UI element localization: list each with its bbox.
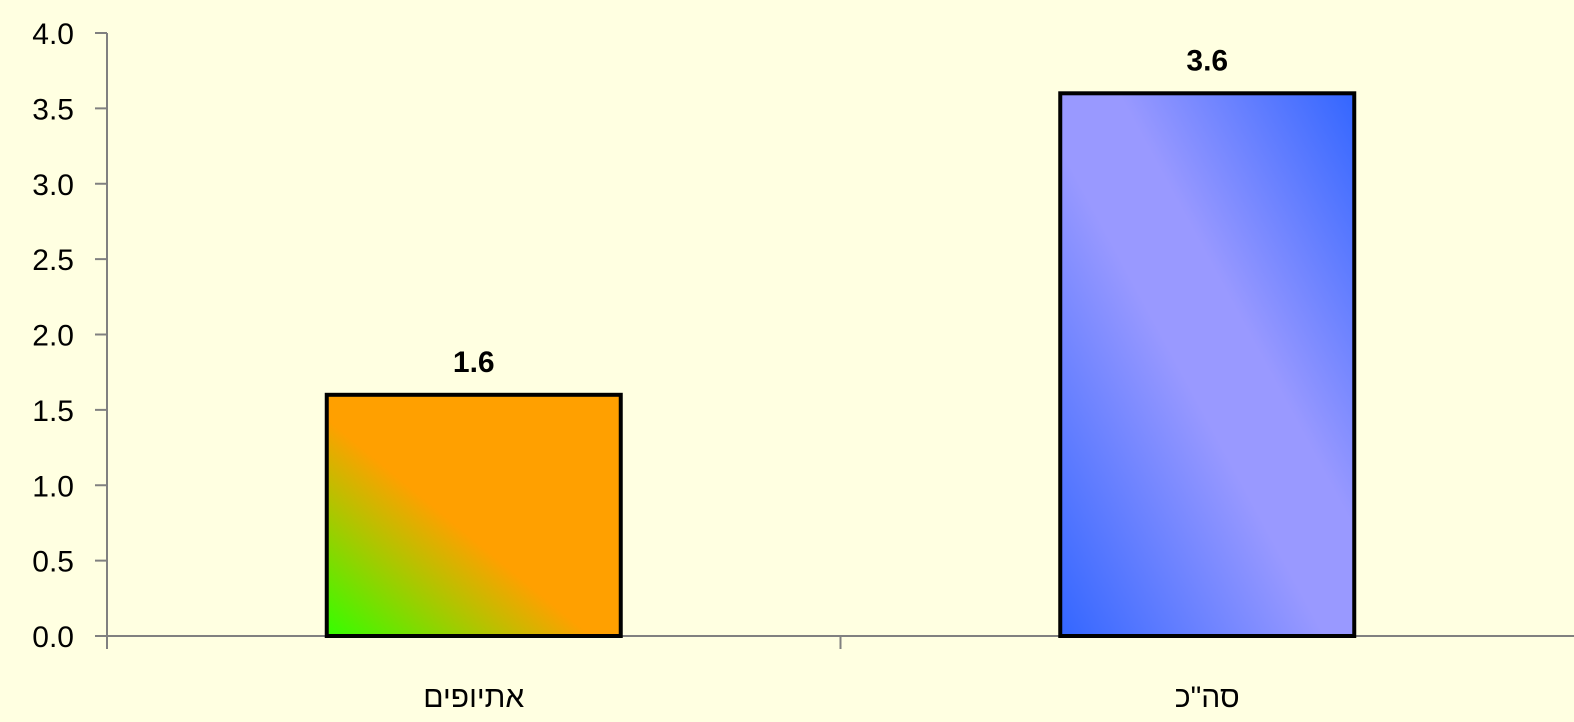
y-tick-label: 4.0 bbox=[32, 18, 74, 51]
x-tick-label: אתיופים bbox=[423, 681, 524, 714]
labels: 0.0 0.5 1.0 1.5 2.0 2.5 3.0 3.5 4.0 1.6 אתיופים 3.6… bbox=[32, 18, 1239, 714]
y-tick-label: 3.0 bbox=[32, 169, 74, 202]
bar-1 bbox=[1058, 91, 1357, 639]
bars bbox=[324, 91, 1357, 639]
bar-0 bbox=[324, 392, 623, 638]
y-tick-label: 2.5 bbox=[32, 244, 74, 277]
y-tick-label: 3.5 bbox=[32, 93, 74, 126]
data-label: 3.6 bbox=[1186, 44, 1228, 77]
data-label: 1.6 bbox=[453, 346, 495, 379]
y-tick-label: 2.0 bbox=[32, 320, 74, 353]
y-tick-label: 1.0 bbox=[32, 470, 74, 503]
y-tick-label: 0.0 bbox=[32, 621, 74, 654]
x-tick-label: סה"כ bbox=[1175, 681, 1240, 714]
y-tick-label: 1.5 bbox=[32, 395, 74, 428]
y-tick-label: 0.5 bbox=[32, 546, 74, 579]
